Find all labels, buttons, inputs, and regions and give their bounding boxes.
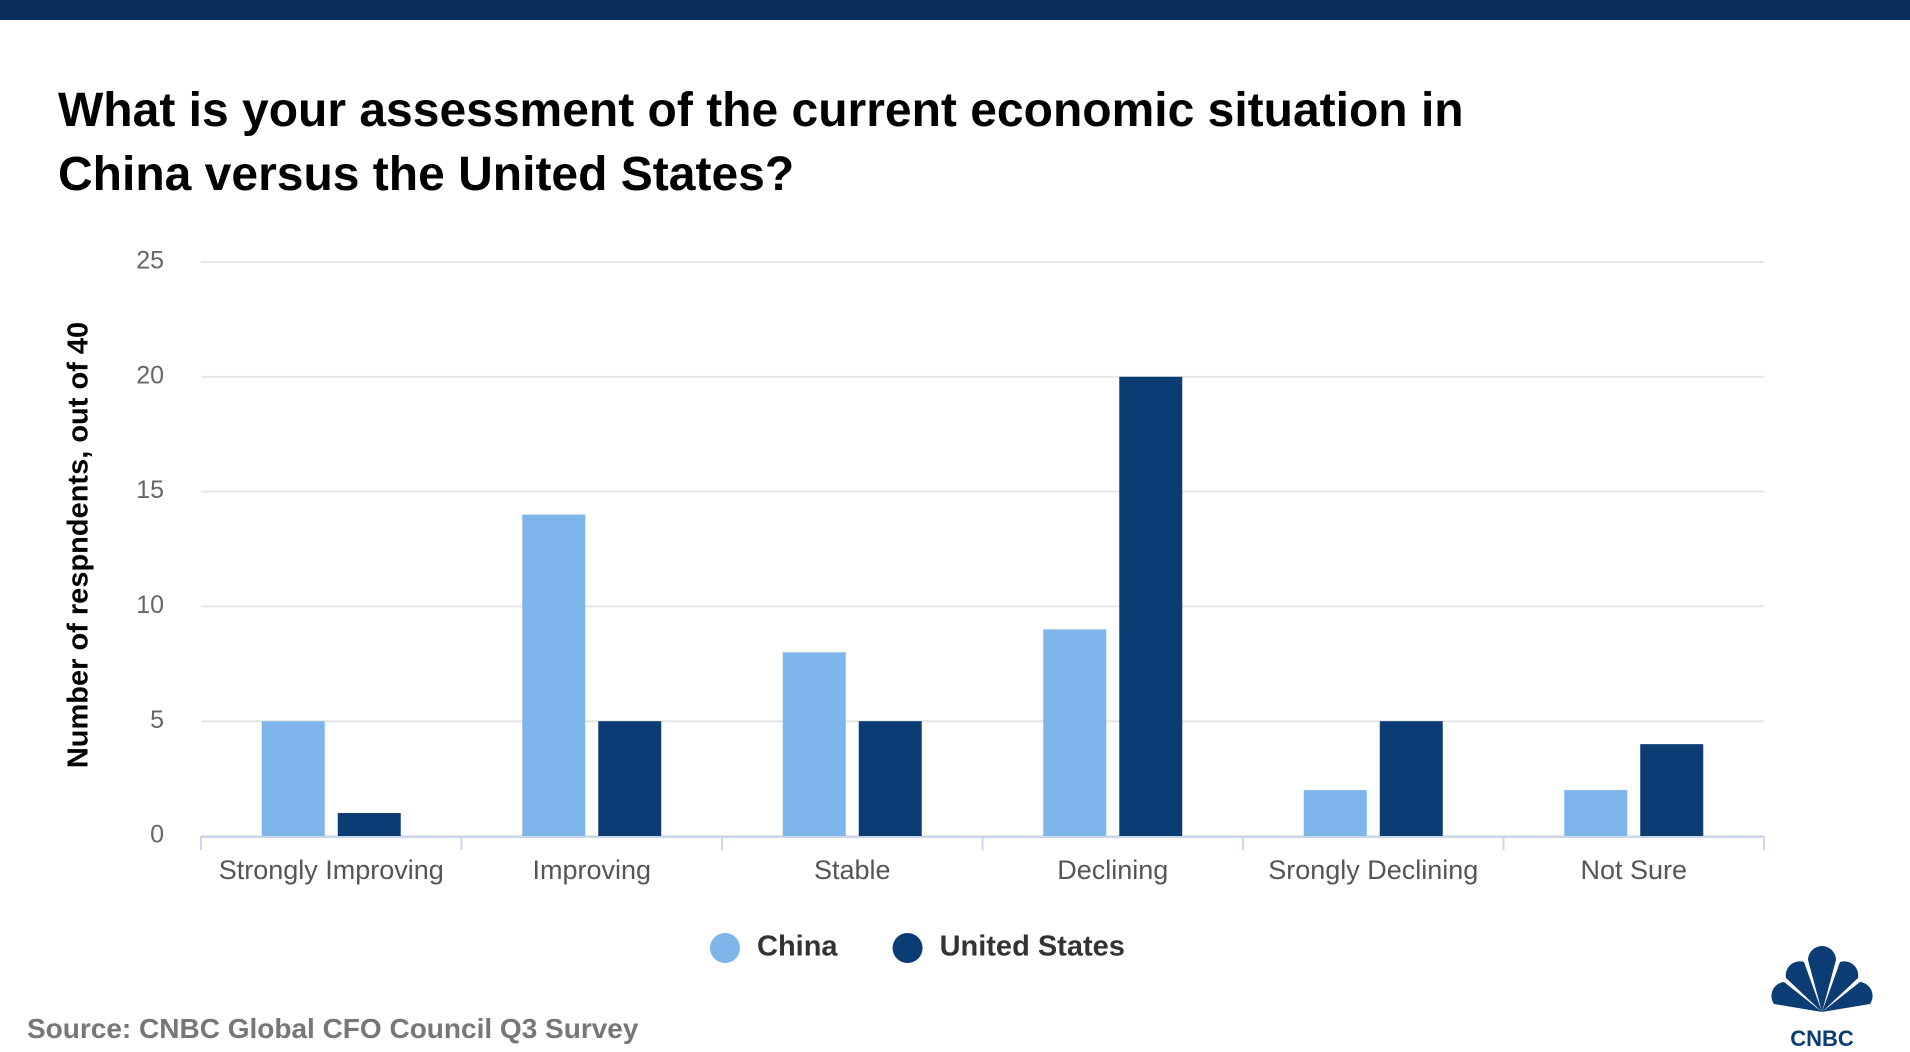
y-tick-label: 10 bbox=[136, 591, 164, 619]
y-tick-label: 5 bbox=[150, 706, 164, 734]
y-tick-label: 20 bbox=[136, 361, 164, 389]
legend-marker bbox=[892, 933, 923, 963]
logo: CNBC bbox=[1771, 946, 1873, 1051]
chart-title: China versus the United States? bbox=[58, 148, 794, 201]
x-tick-label: Strongly Improving bbox=[219, 855, 444, 885]
bar bbox=[1564, 790, 1628, 836]
x-tick-label: Not Sure bbox=[1580, 855, 1687, 885]
legend-marker bbox=[710, 933, 740, 963]
y-axis-title: Number of respndents, out of 40 bbox=[63, 322, 95, 768]
x-tick-label: Stable bbox=[814, 855, 891, 885]
y-tick-label: 0 bbox=[150, 821, 164, 849]
bar bbox=[337, 813, 401, 836]
bar bbox=[858, 721, 922, 836]
bar bbox=[261, 721, 325, 836]
bar bbox=[782, 652, 846, 836]
logo-peacock bbox=[1771, 946, 1873, 1012]
legend-label: United States bbox=[940, 931, 1125, 963]
logo-text: CNBC bbox=[1790, 1026, 1854, 1051]
bar bbox=[1379, 721, 1443, 836]
chart-title: What is your assessment of the current e… bbox=[58, 84, 1464, 137]
y-tick-label: 15 bbox=[136, 476, 164, 504]
bar bbox=[1119, 376, 1183, 836]
bar bbox=[1043, 629, 1107, 836]
bar bbox=[1303, 790, 1367, 836]
x-tick-label: Improving bbox=[532, 855, 651, 885]
legend-label: China bbox=[757, 931, 838, 963]
bar bbox=[1640, 744, 1704, 836]
x-tick-label: Declining bbox=[1057, 855, 1168, 885]
bar bbox=[522, 514, 586, 836]
y-tick-label: 25 bbox=[136, 247, 164, 275]
top-bar bbox=[0, 0, 1910, 20]
bar bbox=[598, 721, 662, 836]
x-tick-label: Srongly Declining bbox=[1268, 855, 1478, 885]
source: Source: CNBC Global CFO Council Q3 Surve… bbox=[27, 1013, 639, 1044]
